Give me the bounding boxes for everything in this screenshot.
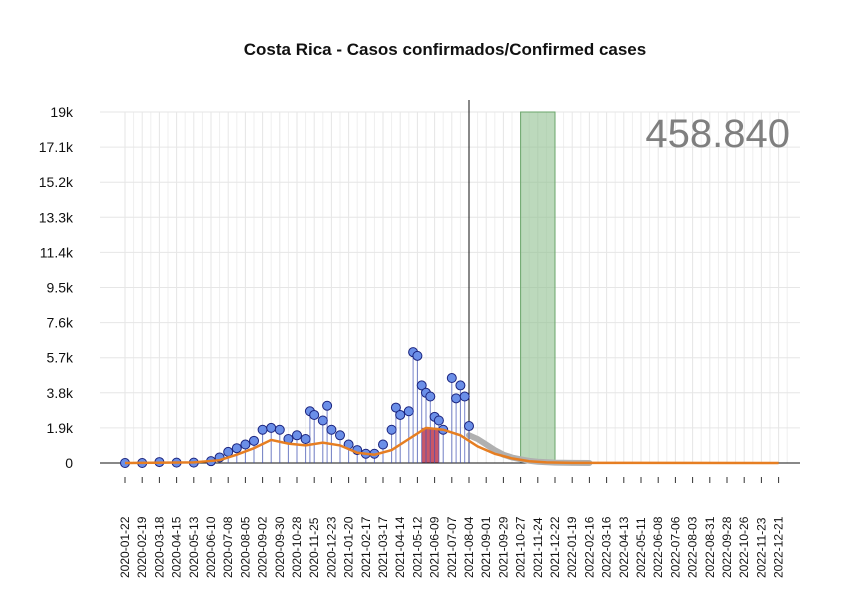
forecast-band (520, 111, 556, 464)
daily-point (223, 446, 234, 457)
x-tick-label: 2022-05-11 (634, 517, 648, 578)
daily-point (433, 415, 444, 426)
daily-point (326, 424, 337, 435)
daily-point (231, 443, 242, 454)
x-tick-label: 2020-09-02 (256, 516, 270, 578)
y-tick-label: 19k (50, 104, 74, 120)
daily-point (425, 391, 436, 402)
x-tick-label: 2020-07-08 (221, 516, 235, 578)
x-tick-label: 2020-05-13 (187, 516, 201, 578)
y-tick-label: 1.9k (47, 420, 74, 436)
chart-title: Costa Rica - Casos confirmados/Confirmed… (243, 40, 647, 59)
daily-point (322, 400, 333, 411)
daily-point (455, 380, 466, 391)
x-tick-label: 2021-07-07 (445, 516, 459, 578)
y-tick-label: 3.8k (47, 385, 74, 401)
x-tick-label: 2020-02-19 (135, 516, 149, 578)
x-tick-label: 2021-08-04 (462, 516, 476, 578)
daily-point (459, 391, 470, 402)
daily-point (446, 373, 457, 384)
daily-point (403, 406, 414, 417)
x-tick-label: 2022-04-13 (617, 516, 631, 578)
x-tick-label: 2020-06-10 (204, 516, 218, 578)
daily-point (300, 433, 311, 444)
x-tick-label: 2021-09-01 (479, 516, 493, 578)
x-tick-label: 2021-09-29 (496, 516, 510, 578)
y-tick-label: 11.4k (40, 244, 74, 260)
daily-point (266, 422, 277, 433)
daily-point (464, 421, 474, 432)
y-tick-label: 7.6k (47, 315, 74, 331)
total-cases-label: 458.840 (645, 112, 790, 156)
x-tick-label: 2020-08-05 (238, 516, 252, 578)
y-tick-label: 0 (65, 455, 73, 471)
x-tick-label: 2021-10-27 (514, 516, 528, 578)
daily-point (335, 430, 345, 441)
x-tick-label: 2020-10-28 (290, 516, 304, 578)
x-tick-label: 2020-04-15 (170, 516, 184, 578)
x-tick-label: 2022-06-08 (651, 516, 665, 578)
x-tick-label: 2022-08-31 (703, 516, 717, 578)
daily-point (412, 350, 423, 361)
x-tick-label: 2021-05-12 (410, 516, 424, 578)
daily-point (240, 439, 251, 450)
x-tick-label: 2022-11-23 (754, 517, 768, 578)
daily-point (257, 424, 268, 435)
x-tick-label: 2022-07-06 (668, 516, 682, 578)
x-tick-label: 2022-08-03 (686, 516, 700, 578)
daily-point (451, 393, 462, 404)
x-tick-label: 2022-01-19 (565, 516, 579, 578)
x-tick-label: 2022-03-16 (600, 516, 614, 578)
x-tick-label: 2020-01-22 (118, 516, 132, 578)
x-tick-label: 2021-03-17 (376, 516, 390, 578)
daily-point (274, 424, 285, 435)
daily-point (416, 380, 427, 391)
daily-point (317, 415, 328, 426)
x-tick-label: 2022-09-28 (720, 516, 734, 578)
daily-point (386, 424, 397, 435)
y-tick-label: 5.7k (47, 350, 74, 366)
x-tick-label: 2022-02-16 (582, 516, 596, 578)
daily-point (292, 430, 302, 441)
x-tick-label: 2021-01-20 (342, 516, 356, 578)
x-tick-label: 2022-10-26 (737, 516, 751, 578)
trend-line (124, 426, 779, 465)
y-tick-label: 9.5k (47, 280, 74, 296)
daily-point (249, 435, 259, 446)
x-tick-label: 2020-11-25 (307, 517, 321, 578)
daily-point (309, 409, 320, 420)
y-tick-label: 15.2k (39, 174, 74, 190)
daily-point (395, 409, 406, 420)
x-tick-label: 2021-06-09 (428, 516, 442, 578)
y-tick-label: 13.3k (39, 209, 74, 225)
x-tick-label: 2021-02-17 (359, 516, 373, 578)
x-tick-label: 2021-11-24 (531, 517, 545, 578)
y-tick-label: 17.1k (39, 139, 74, 155)
x-tick-label: 2020-12-23 (324, 516, 338, 578)
daily-point (378, 439, 388, 450)
x-tick-label: 2021-12-22 (548, 516, 562, 578)
x-tick-label: 2021-04-14 (393, 516, 407, 578)
x-tick-label: 2022-12-21 (772, 516, 786, 578)
x-tick-label: 2020-03-18 (152, 516, 166, 578)
daily-point (390, 402, 401, 413)
x-tick-label: 2020-09-30 (273, 516, 287, 578)
